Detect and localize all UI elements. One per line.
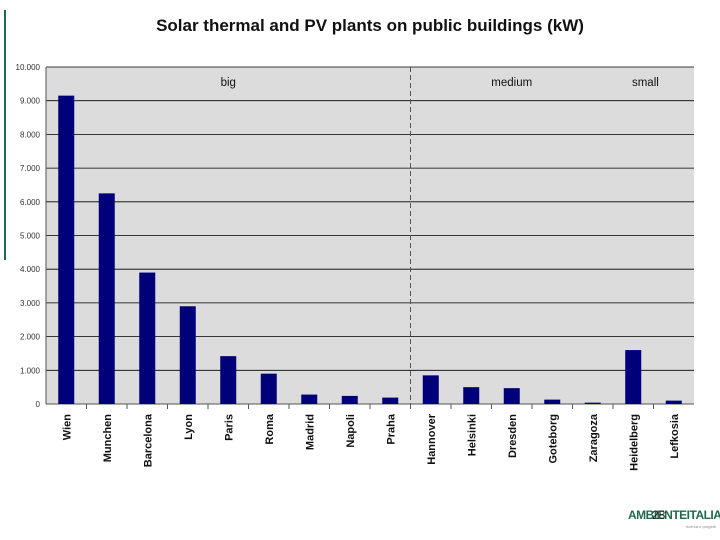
footer: AMBIENTEITALIA 28 ricerca e progetti	[628, 508, 720, 529]
x-tick-label-wien: Wien	[61, 414, 73, 440]
x-tick-label-dresden: Dresden	[507, 414, 519, 458]
bar-munchen	[98, 193, 115, 404]
x-tick-label-hannover: Hannover	[426, 413, 438, 464]
x-tick-label-napoli: Napoli	[345, 414, 357, 448]
bar-lefkosia	[665, 400, 682, 404]
x-tick-label-barcelona: Barcelona	[142, 413, 154, 467]
ambiente-italia-logo: AMBIENTEITALIA	[628, 508, 720, 522]
bar-heidelberg	[625, 350, 642, 404]
chart-title: Solar thermal and PV plants on public bu…	[156, 16, 584, 35]
group-label-big: big	[221, 77, 236, 89]
x-tick-label-munchen: Munchen	[102, 414, 114, 463]
y-tick-label: 5.000	[20, 232, 41, 241]
bar-wien	[58, 95, 75, 405]
bar-dresden	[503, 388, 520, 404]
bar-goteborg	[544, 399, 561, 404]
bar-praha	[382, 397, 399, 404]
x-tick-label-praha: Praha	[385, 413, 397, 444]
bar-zaragoza	[584, 402, 601, 404]
group-label-small: small	[632, 77, 659, 89]
x-tick-label-goteborg: Goteborg	[547, 414, 559, 464]
bar-lyon	[179, 306, 196, 404]
bar-napoli	[341, 395, 358, 404]
y-tick-label: 6.000	[20, 198, 41, 207]
bar-hannover	[422, 375, 439, 404]
x-tick-label-zaragoza: Zaragoza	[588, 413, 600, 462]
x-tick-label-madrid: Madrid	[304, 414, 316, 450]
logo-subtext: ricerca e progetti	[686, 524, 716, 529]
y-tick-label: 10.000	[16, 63, 41, 72]
bar-helsinki	[463, 387, 480, 404]
bar-roma	[260, 373, 277, 404]
y-tick-label: 9.000	[20, 97, 41, 106]
page-number: 28	[652, 508, 666, 522]
group-label-medium: medium	[491, 77, 532, 89]
x-tick-label-helsinki: Helsinki	[466, 414, 478, 456]
x-tick-label-lefkosia: Lefkosia	[669, 413, 681, 459]
y-tick-label: 3.000	[20, 299, 41, 308]
y-tick-label: 4.000	[20, 265, 41, 274]
bar-madrid	[301, 394, 318, 404]
y-tick-label: 8.000	[20, 130, 41, 139]
x-tick-label-paris: Paris	[223, 414, 235, 441]
y-tick-label: 1.000	[20, 366, 41, 375]
x-tick-label-lyon: Lyon	[183, 414, 195, 440]
x-tick-label-roma: Roma	[264, 413, 276, 444]
bar-paris	[220, 356, 237, 404]
y-tick-label: 7.000	[20, 164, 41, 173]
left-accent-rule	[4, 10, 6, 260]
bar-barcelona	[139, 272, 156, 404]
x-tick-label-heidelberg: Heidelberg	[628, 414, 640, 471]
y-tick-label: 2.000	[20, 333, 41, 342]
y-tick-label: 0	[36, 400, 41, 409]
